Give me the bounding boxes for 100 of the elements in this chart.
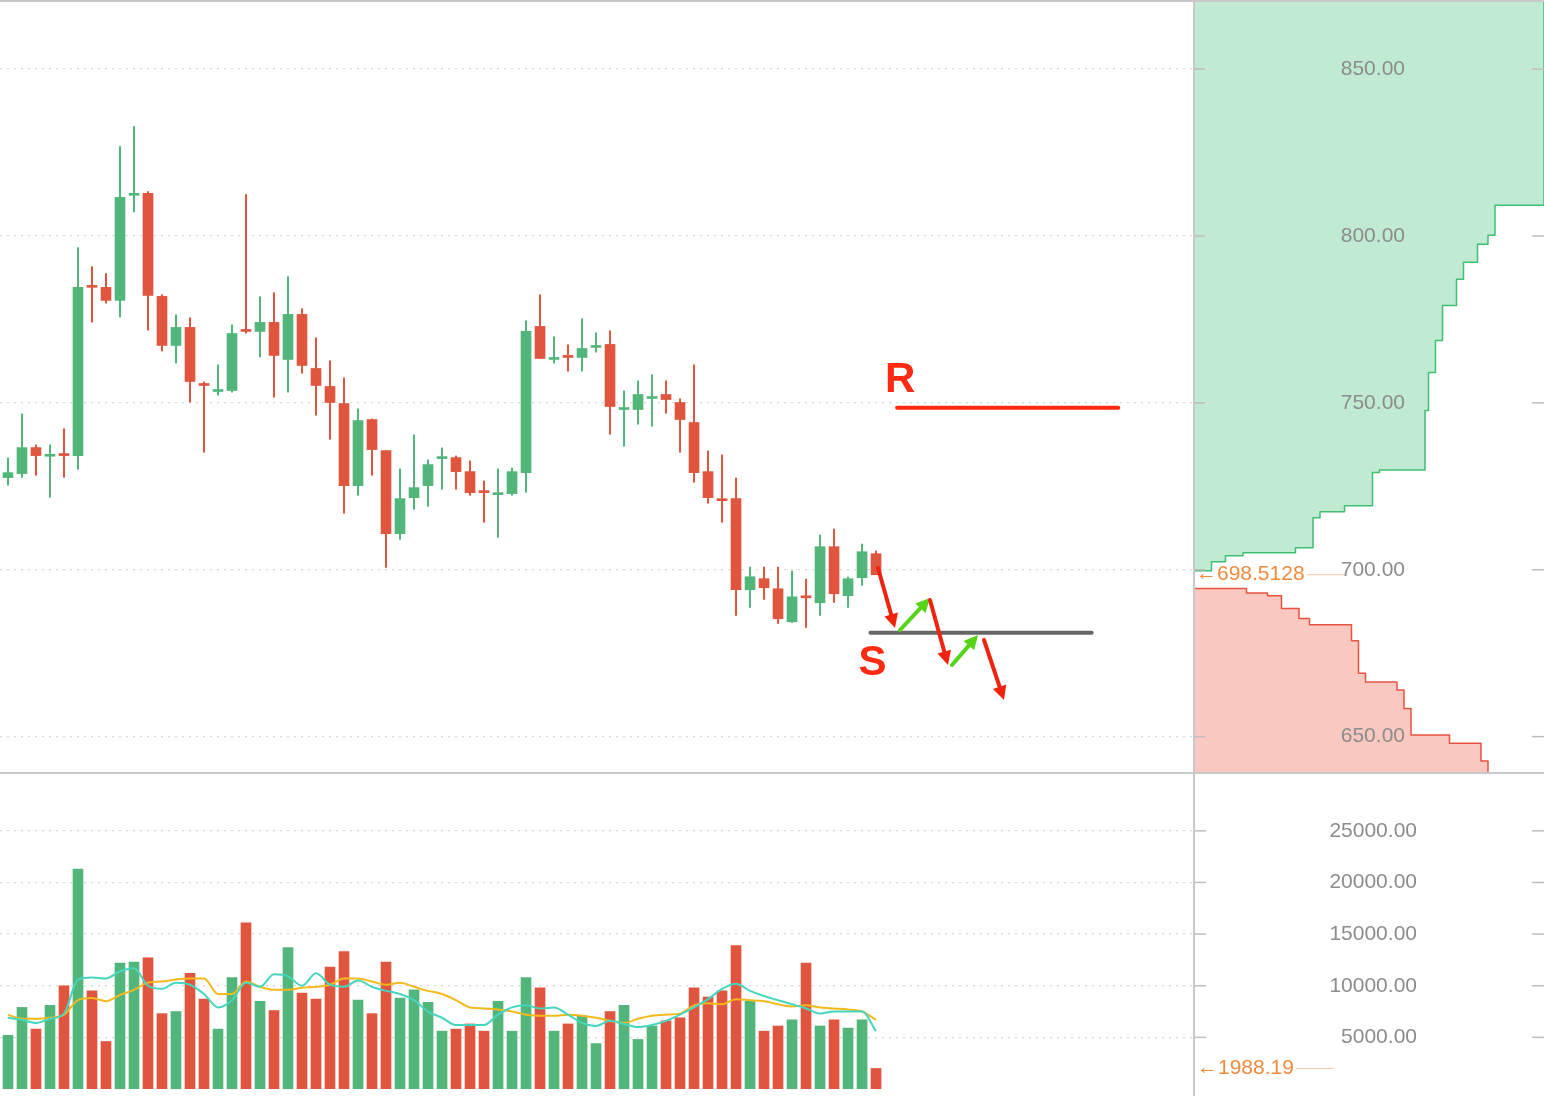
candlestick: [800, 577, 812, 629]
bar: [254, 1000, 266, 1089]
candlestick: [408, 433, 420, 511]
bar: [758, 1030, 770, 1089]
bar: [716, 990, 728, 1089]
candlestick: [170, 313, 182, 365]
candlestick: [198, 380, 210, 454]
bar: [436, 1030, 448, 1089]
y-tick-label: 10000.00: [1329, 972, 1417, 996]
bar: [548, 1030, 560, 1089]
candlestick: [44, 443, 56, 499]
bar: [366, 1013, 378, 1089]
candlestick: [590, 331, 602, 354]
candlestick: [240, 193, 252, 335]
bar: [198, 998, 210, 1089]
bar: [2, 1034, 14, 1089]
bar: [184, 973, 196, 1089]
bar: [772, 1025, 784, 1089]
bar: [814, 1025, 826, 1089]
candlestick: [100, 272, 112, 305]
candlestick: [212, 363, 224, 397]
candlestick: [436, 446, 448, 491]
bar: [352, 999, 364, 1089]
candlestick: [492, 467, 504, 539]
bar: [562, 1023, 574, 1089]
bar: [380, 961, 392, 1089]
line-series: [6, 967, 878, 1033]
ref-line-label: S: [858, 637, 887, 685]
y-tick-label: 800.00: [1340, 222, 1405, 246]
y-tick-label: 15000.00: [1329, 920, 1417, 944]
bar: [86, 990, 98, 1089]
bar: [282, 947, 294, 1089]
bar: [394, 997, 406, 1089]
candlestick: [30, 443, 42, 477]
bar: [534, 987, 546, 1089]
ref-line-label: ←698.5128: [1196, 561, 1305, 585]
bar: [142, 957, 154, 1089]
bar: [660, 1020, 672, 1089]
bar: [856, 1019, 868, 1089]
candlestick: [632, 379, 644, 426]
candlestick: [576, 317, 588, 373]
bar: [828, 1019, 840, 1089]
bar: [338, 951, 350, 1089]
bar: [408, 989, 420, 1089]
candlestick: [758, 565, 770, 601]
bar: [16, 1007, 28, 1089]
ref-line-label: R: [885, 354, 916, 402]
candlestick: [310, 336, 322, 417]
y-tick-label: 850.00: [1340, 55, 1405, 79]
candlestick: [86, 265, 98, 324]
bar: [520, 977, 532, 1089]
y-tick-label: 20000.00: [1329, 869, 1417, 893]
candlestick: [562, 343, 574, 373]
bar: [688, 987, 700, 1089]
bar: [30, 1028, 42, 1089]
bar: [646, 1025, 658, 1089]
bar: [170, 1011, 182, 1089]
candlestick: [324, 359, 336, 441]
bar: [506, 1030, 518, 1089]
y-tick-label: 5000.00: [1341, 1024, 1417, 1048]
bar: [422, 1001, 434, 1089]
candlestick: [128, 125, 140, 214]
candlestick: [660, 379, 672, 415]
candlestick: [450, 454, 462, 491]
bar: [100, 1041, 112, 1089]
bar: [590, 1043, 602, 1089]
candlestick: [646, 373, 658, 428]
ref-line-label: ←1988.19: [1197, 1055, 1294, 1079]
candlestick: [674, 397, 686, 454]
bar: [310, 998, 322, 1089]
bar: [128, 961, 140, 1089]
bar: [800, 962, 812, 1089]
bar: [632, 1039, 644, 1089]
line-series: [6, 977, 878, 1024]
candlestick: [618, 389, 630, 448]
bar: [702, 996, 714, 1089]
bar: [478, 1030, 490, 1089]
candlestick: [422, 458, 434, 508]
y-tick-label: 750.00: [1340, 389, 1405, 413]
bar: [212, 1028, 224, 1089]
candlestick: [478, 479, 490, 524]
y-tick-label: 25000.00: [1329, 817, 1417, 841]
bar: [786, 1019, 798, 1089]
candlestick: [2, 456, 14, 487]
bar: [618, 1005, 630, 1089]
candlestick: [842, 575, 854, 609]
bar: [114, 962, 126, 1089]
candlestick: [548, 335, 560, 365]
bar: [450, 1028, 462, 1089]
bar: [268, 1010, 280, 1089]
bar: [72, 868, 84, 1089]
y-tick-label: 700.00: [1340, 556, 1405, 580]
bar: [604, 1011, 616, 1089]
bar: [674, 1017, 686, 1089]
candlestick: [254, 295, 266, 359]
bar: [870, 1068, 882, 1089]
bar: [156, 1013, 168, 1089]
bar: [324, 966, 336, 1089]
bar: [842, 1027, 854, 1089]
candlestick: [716, 453, 728, 524]
